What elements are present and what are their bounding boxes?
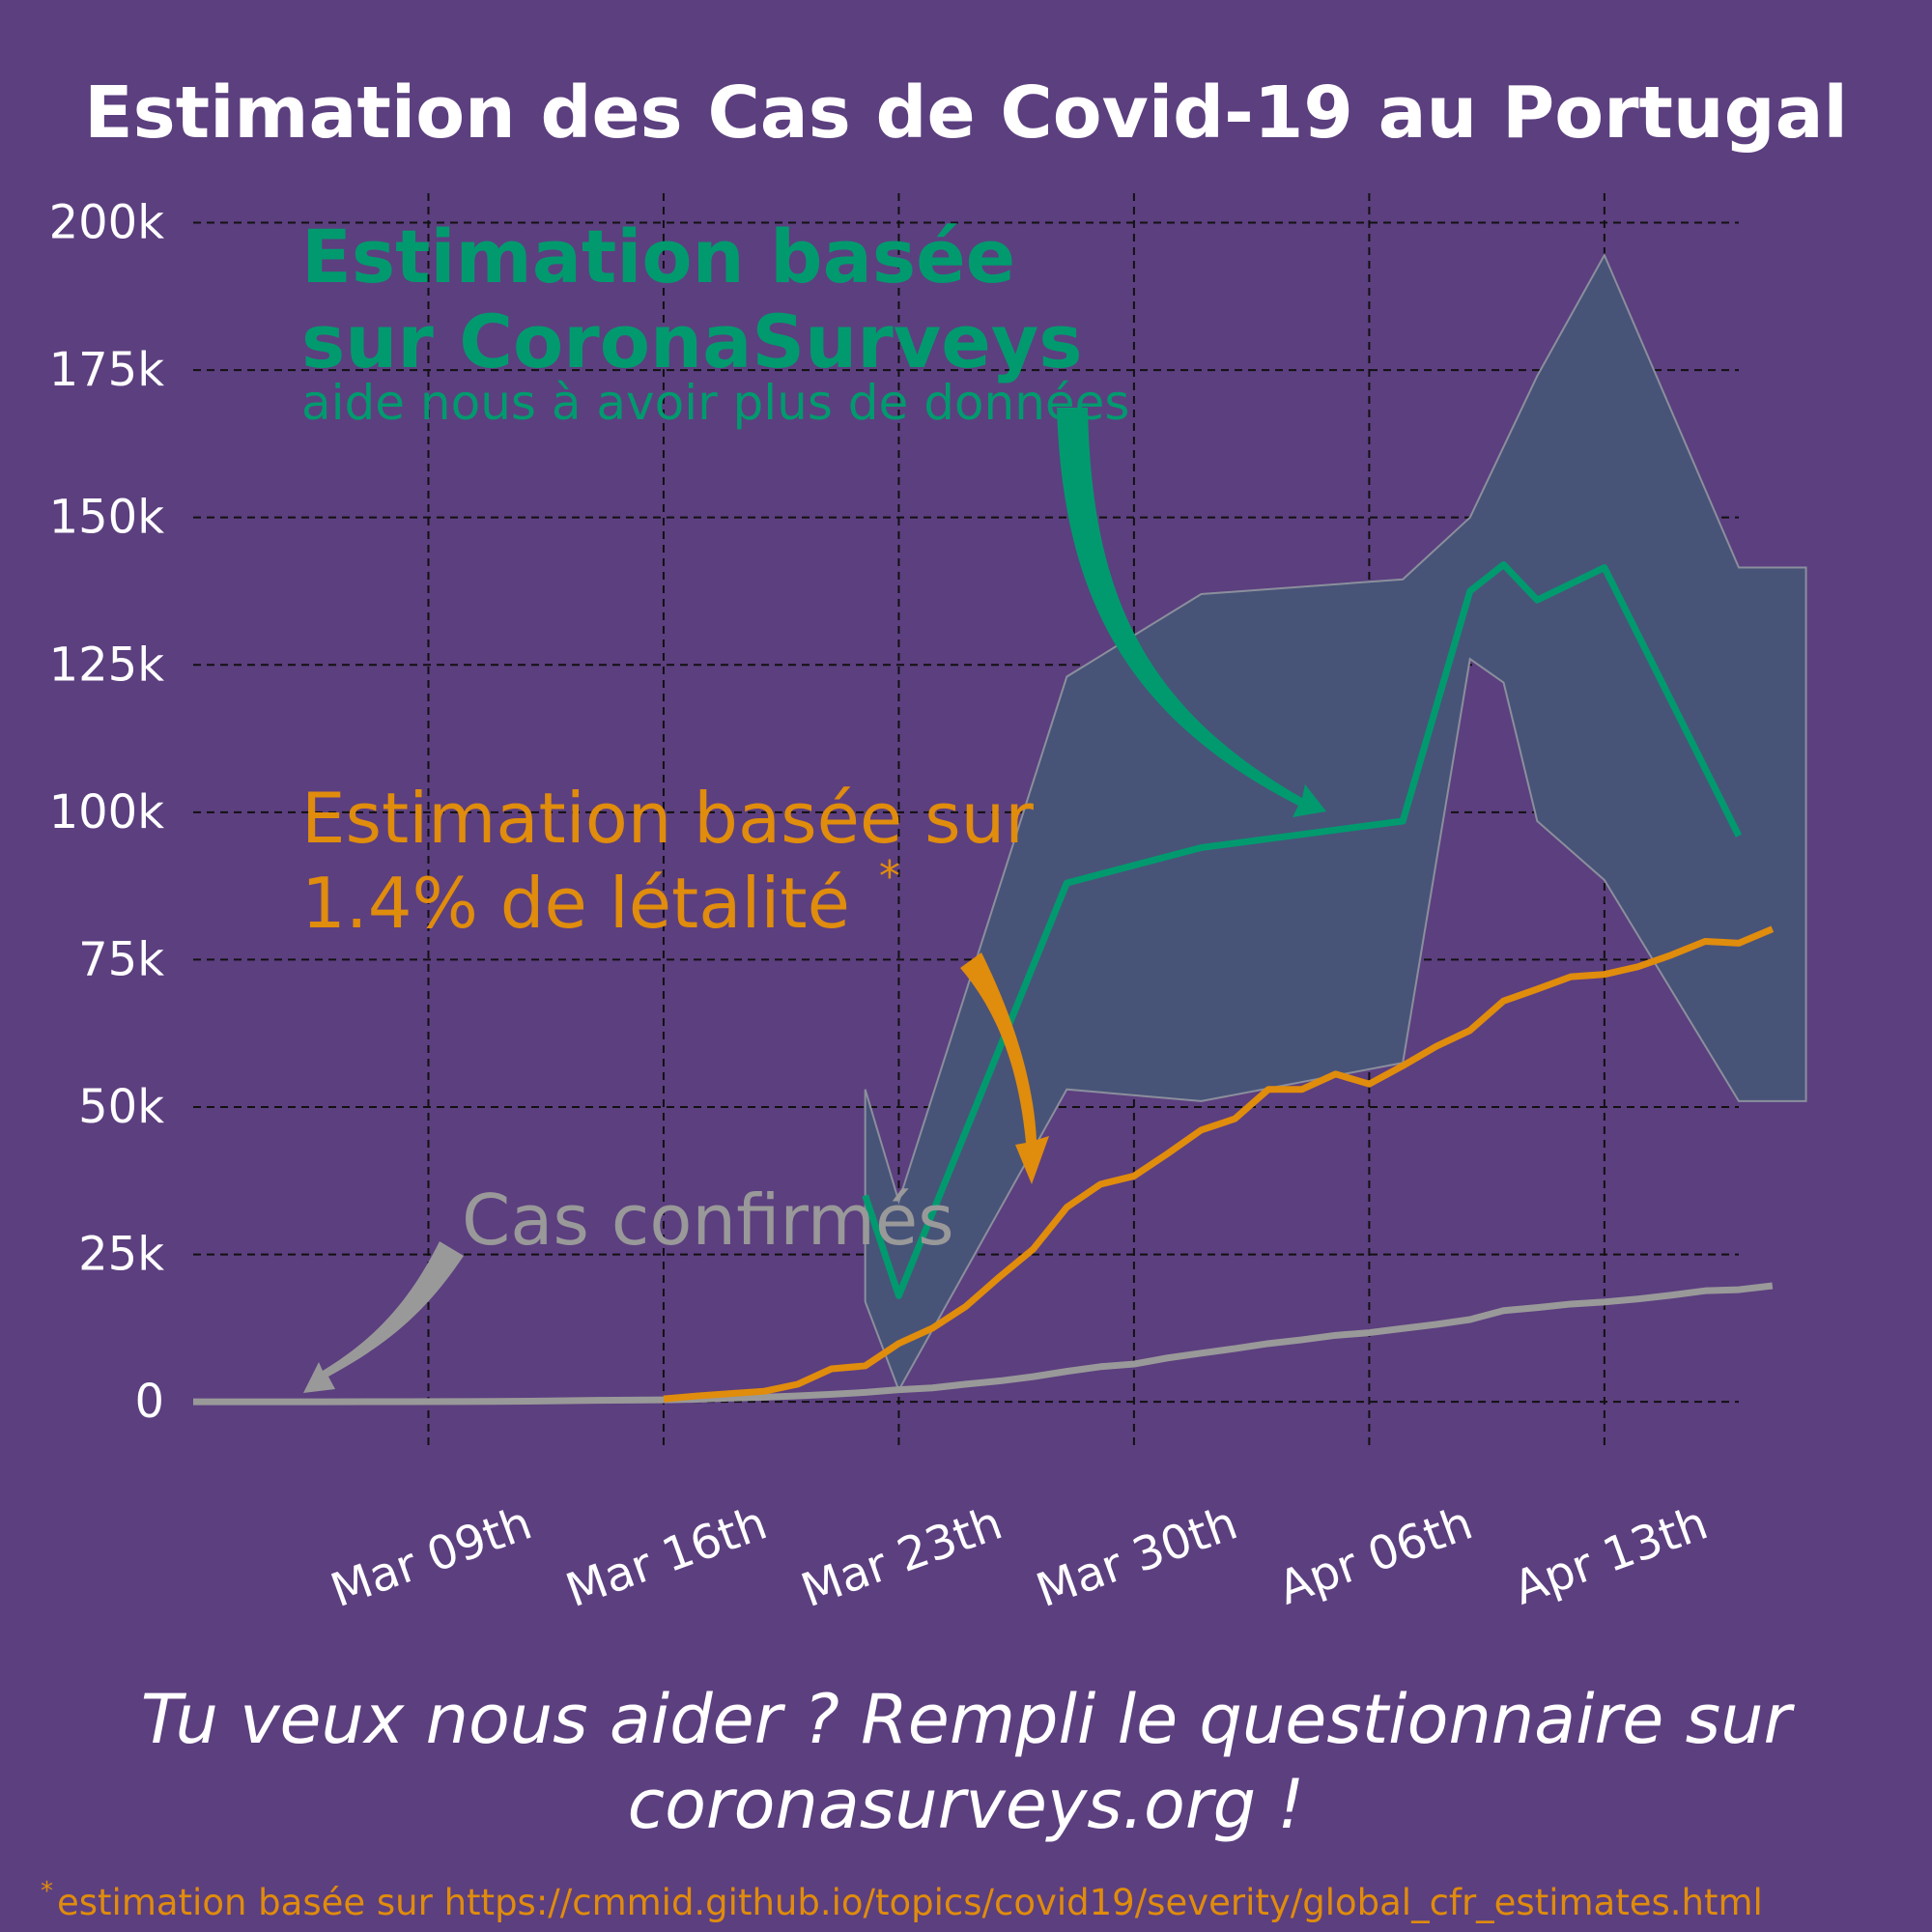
x-tick-label: Apr 13th (1507, 1496, 1715, 1616)
cfr-line1: Estimation basée sur (301, 778, 1034, 859)
x-axis-ticks: Mar 09th Mar 16th Mar 23th Mar 30th Apr 06th… (324, 1496, 1715, 1619)
confirmed-cases-line (192, 1282, 1774, 1406)
y-tick-label: 75k (78, 932, 164, 986)
y-tick-label: 100k (49, 785, 165, 839)
coronasurveys-confidence-band (864, 252, 1807, 1393)
call-to-action-line1: Tu veux nous aider ? Rempli le questionn… (141, 1680, 1796, 1759)
confidence-band (864, 252, 1807, 1393)
x-tick-label: Apr 06th (1271, 1496, 1479, 1616)
x-tick-label: Mar 23th (794, 1496, 1009, 1619)
corona-title-line1: Estimation basée (301, 213, 1015, 299)
y-axis-ticks: 0 25k 50k 75k 100k 125k 150k 175k 200k (49, 196, 165, 1430)
corona-arrow-icon (1057, 408, 1326, 817)
y-tick-label: 0 (134, 1375, 164, 1429)
cfr-estimate-line (663, 925, 1775, 1403)
x-tick-label: Mar 16th (559, 1496, 774, 1619)
y-tick-label: 175k (49, 343, 165, 397)
corona-subtitle: aide nous à avoir plus de données (301, 375, 1129, 431)
cfr-line2: 1.4% de létalité * (301, 852, 900, 944)
confirmed-label: Cas confirmés (462, 1179, 954, 1261)
cfr-arrow-icon (960, 952, 1049, 1184)
coronasurveys-estimate-line (862, 561, 1743, 1299)
confirmed-arrow-icon (303, 1241, 464, 1393)
x-tick-label: Mar 30th (1030, 1496, 1244, 1619)
footnote: * estimation basée sur https://cmmid.gith… (41, 1877, 1763, 1923)
y-tick-label: 125k (49, 638, 165, 692)
chart-title: Estimation des Cas de Covid-19 au Portug… (84, 71, 1848, 155)
y-tick-label: 25k (78, 1228, 164, 1282)
corona-title-line2: sur CoronaSurveys (301, 298, 1083, 384)
y-tick-label: 200k (49, 196, 165, 250)
y-tick-label: 150k (49, 491, 165, 545)
call-to-action-line2: coronasurveys.org ! (628, 1765, 1305, 1844)
series-lines (192, 561, 1775, 1406)
x-tick-label: Mar 09th (324, 1496, 538, 1619)
y-tick-label: 50k (78, 1080, 164, 1134)
